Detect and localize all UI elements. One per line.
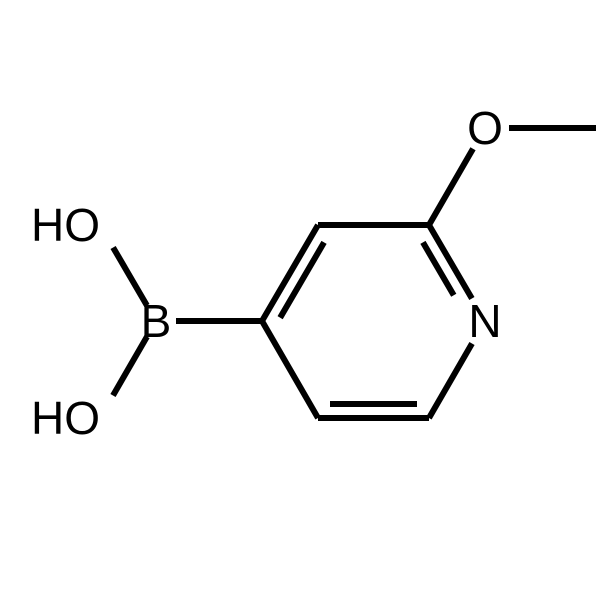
bond <box>262 321 318 418</box>
atom-label-n1: N <box>468 295 501 347</box>
atom-label-oh2: HO <box>31 392 100 444</box>
bond <box>429 344 472 418</box>
bond <box>429 149 473 225</box>
molecule-diagram: B HO HO N O <box>0 0 600 600</box>
bond <box>423 242 454 295</box>
atom-label-b: B <box>141 295 172 347</box>
atom-label-oh1: HO <box>31 199 100 251</box>
atom-label-o: O <box>467 102 503 154</box>
